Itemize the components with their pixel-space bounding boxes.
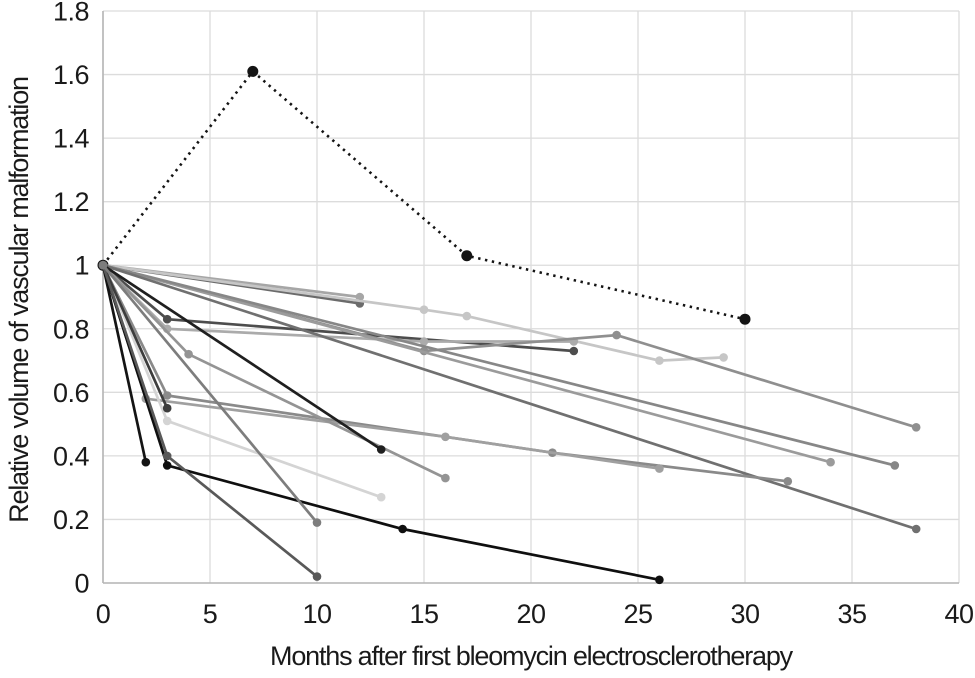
data-point-marker	[612, 330, 621, 340]
data-point-marker	[655, 464, 664, 473]
series-line	[102, 264, 382, 451]
series-patient-10	[98, 260, 921, 534]
y-tick-label: 1.4	[53, 124, 90, 154]
data-point-marker	[376, 492, 386, 502]
data-point-marker	[890, 461, 900, 470]
data-point-marker	[141, 457, 151, 467]
data-point-marker	[655, 575, 664, 585]
y-tick-label: 0.4	[53, 441, 90, 471]
data-point-marker	[569, 346, 579, 356]
y-tick-label: 0.6	[53, 378, 89, 408]
x-tick-label: 15	[409, 599, 438, 629]
series-line	[101, 69, 746, 321]
x-tick-label: 30	[730, 599, 759, 629]
series-line	[101, 264, 169, 409]
data-point-marker	[247, 65, 259, 77]
data-point-marker	[312, 518, 322, 527]
data-point-marker	[911, 524, 921, 534]
data-point-marker	[312, 572, 322, 581]
series-line	[101, 264, 319, 524]
y-axis-title: Relative volume of vascular malformation	[4, 77, 34, 523]
x-tick-label: 5	[203, 599, 218, 629]
series-patient-11	[98, 260, 793, 486]
data-point-marker	[911, 423, 921, 432]
series-layer	[97, 65, 921, 585]
y-tick-label: 0	[74, 569, 89, 599]
data-point-marker	[98, 260, 108, 270]
x-tick-label: 25	[623, 599, 652, 629]
series-patient-18	[98, 260, 664, 585]
data-point-marker	[398, 524, 407, 534]
data-point-marker	[162, 314, 172, 324]
data-point-marker	[441, 432, 450, 442]
data-point-marker	[419, 337, 429, 346]
tick-label-layer: 0 5 10 15 20 25 30 35 40 0 0.2 0.4 0.6 0.8 1 1.2 1.4 1.6 1…	[53, 0, 974, 629]
data-point-marker	[162, 391, 172, 400]
data-point-marker	[162, 451, 172, 461]
y-tick-label: 1.6	[53, 60, 89, 90]
data-point-marker	[184, 349, 193, 359]
data-point-marker	[462, 311, 472, 321]
y-tick-label: 1.2	[53, 187, 89, 217]
data-point-marker	[783, 477, 793, 486]
series-line	[101, 264, 148, 463]
axis-layer	[102, 11, 959, 584]
series-line	[101, 264, 788, 483]
data-point-marker	[441, 473, 450, 483]
data-point-marker	[376, 445, 386, 454]
series-line	[102, 263, 917, 531]
data-point-marker	[655, 356, 664, 365]
x-tick-label: 35	[837, 599, 866, 629]
x-tick-label: 40	[944, 599, 973, 629]
x-tick-label: 10	[302, 599, 331, 629]
x-axis-title: Months after first bleomycin electroscle…	[270, 641, 794, 671]
data-point-marker	[419, 305, 429, 315]
data-point-marker	[162, 416, 172, 426]
data-point-marker	[739, 313, 751, 325]
y-tick-label: 1	[74, 251, 89, 281]
y-tick-label: 0.2	[53, 505, 89, 535]
x-tick-label: 20	[516, 599, 545, 629]
series-line	[102, 263, 831, 464]
data-point-marker	[162, 403, 172, 413]
series-line	[101, 264, 660, 582]
data-point-marker	[826, 457, 835, 467]
series-patient-20	[98, 260, 322, 527]
y-tick-label: 1.8	[53, 0, 89, 27]
data-point-marker	[162, 461, 172, 470]
data-point-marker	[719, 353, 728, 362]
data-point-marker	[461, 250, 473, 262]
series-line	[102, 263, 896, 467]
y-tick-label: 0.8	[53, 314, 89, 344]
x-tick-label: 0	[96, 599, 111, 629]
